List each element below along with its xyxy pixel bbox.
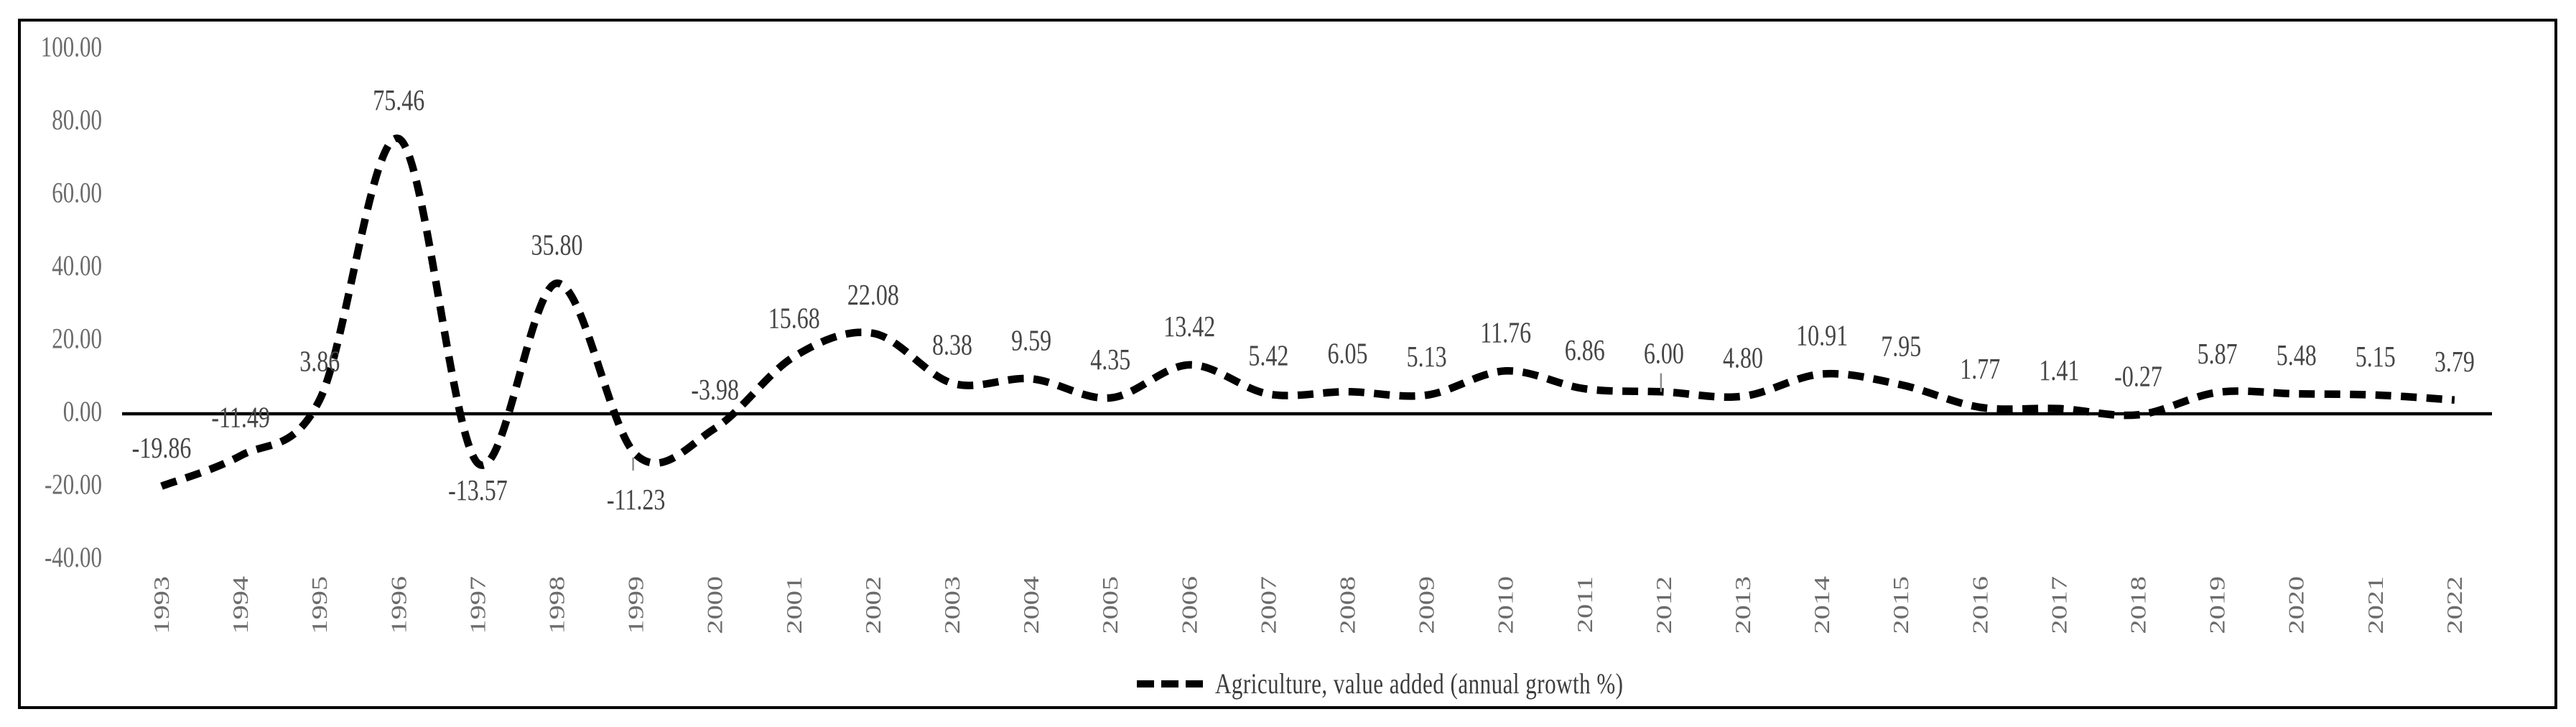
legend-dash-sample	[1137, 680, 1203, 687]
legend-label: Agriculture, value added (annual growth …	[1215, 667, 1624, 700]
legend: Agriculture, value added (annual growth …	[1137, 667, 1623, 700]
chart-frame	[18, 19, 2557, 709]
